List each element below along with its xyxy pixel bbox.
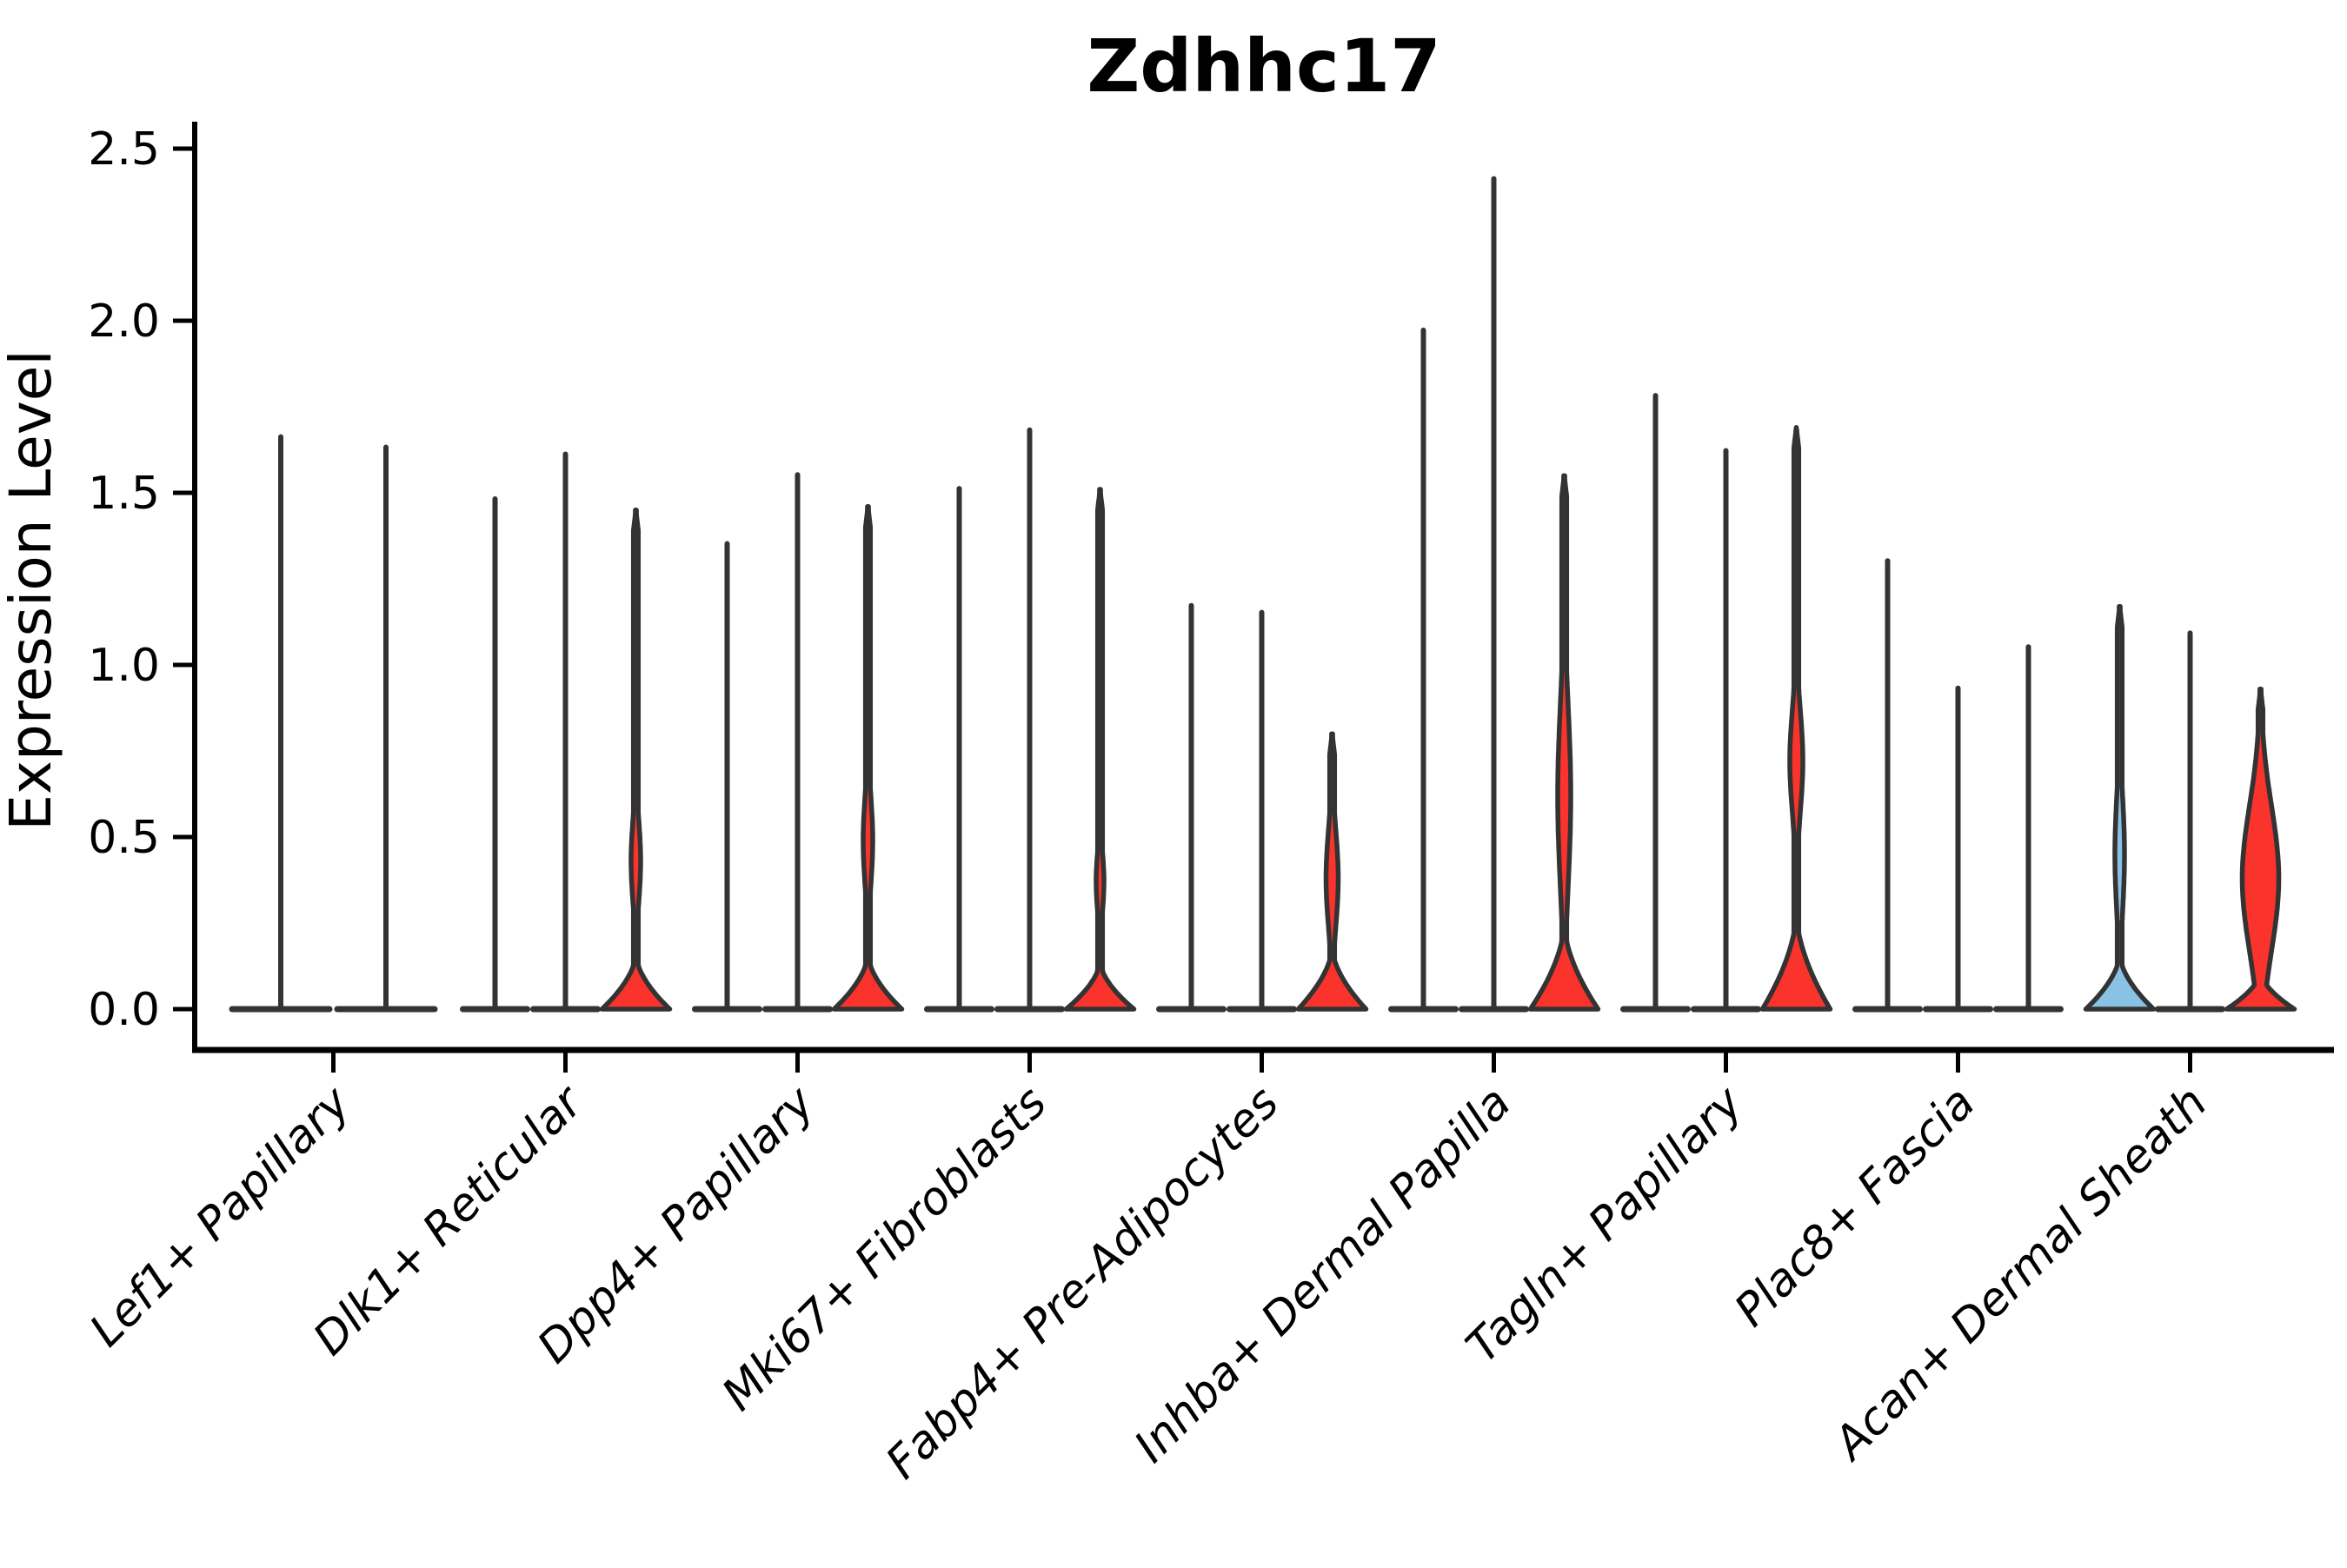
violin-group-6 xyxy=(1388,176,1601,1013)
y-tick-label: 0.5 xyxy=(88,812,160,864)
violin-red xyxy=(1063,487,1137,1012)
y-tick-label: 1.5 xyxy=(88,468,160,520)
violin-red xyxy=(1295,731,1369,1012)
violin-red xyxy=(2224,686,2297,1012)
violin-group-1 xyxy=(229,434,438,1013)
violin-group-3 xyxy=(692,472,905,1013)
violin-red xyxy=(1759,425,1833,1012)
violin-red xyxy=(599,508,673,1012)
y-tick-label: 0.0 xyxy=(88,984,160,1036)
violin-group-5 xyxy=(1156,602,1369,1013)
violin-group-9 xyxy=(2083,603,2297,1013)
violin-group-8 xyxy=(1852,558,2064,1013)
violin-blue xyxy=(2083,603,2157,1012)
y-tick-label: 1.0 xyxy=(88,640,160,692)
y-tick-label: 2.5 xyxy=(88,123,160,176)
violin-red xyxy=(831,504,905,1012)
y-tick-label: 2.0 xyxy=(88,296,160,348)
violin-group-2 xyxy=(460,451,673,1013)
violin-red xyxy=(1527,473,1601,1012)
violin-group-7 xyxy=(1620,393,1833,1013)
y-axis-label: Expression Level xyxy=(0,349,64,830)
plot-title: Zdhhc17 xyxy=(1087,23,1440,109)
violin-group-4 xyxy=(924,427,1137,1013)
